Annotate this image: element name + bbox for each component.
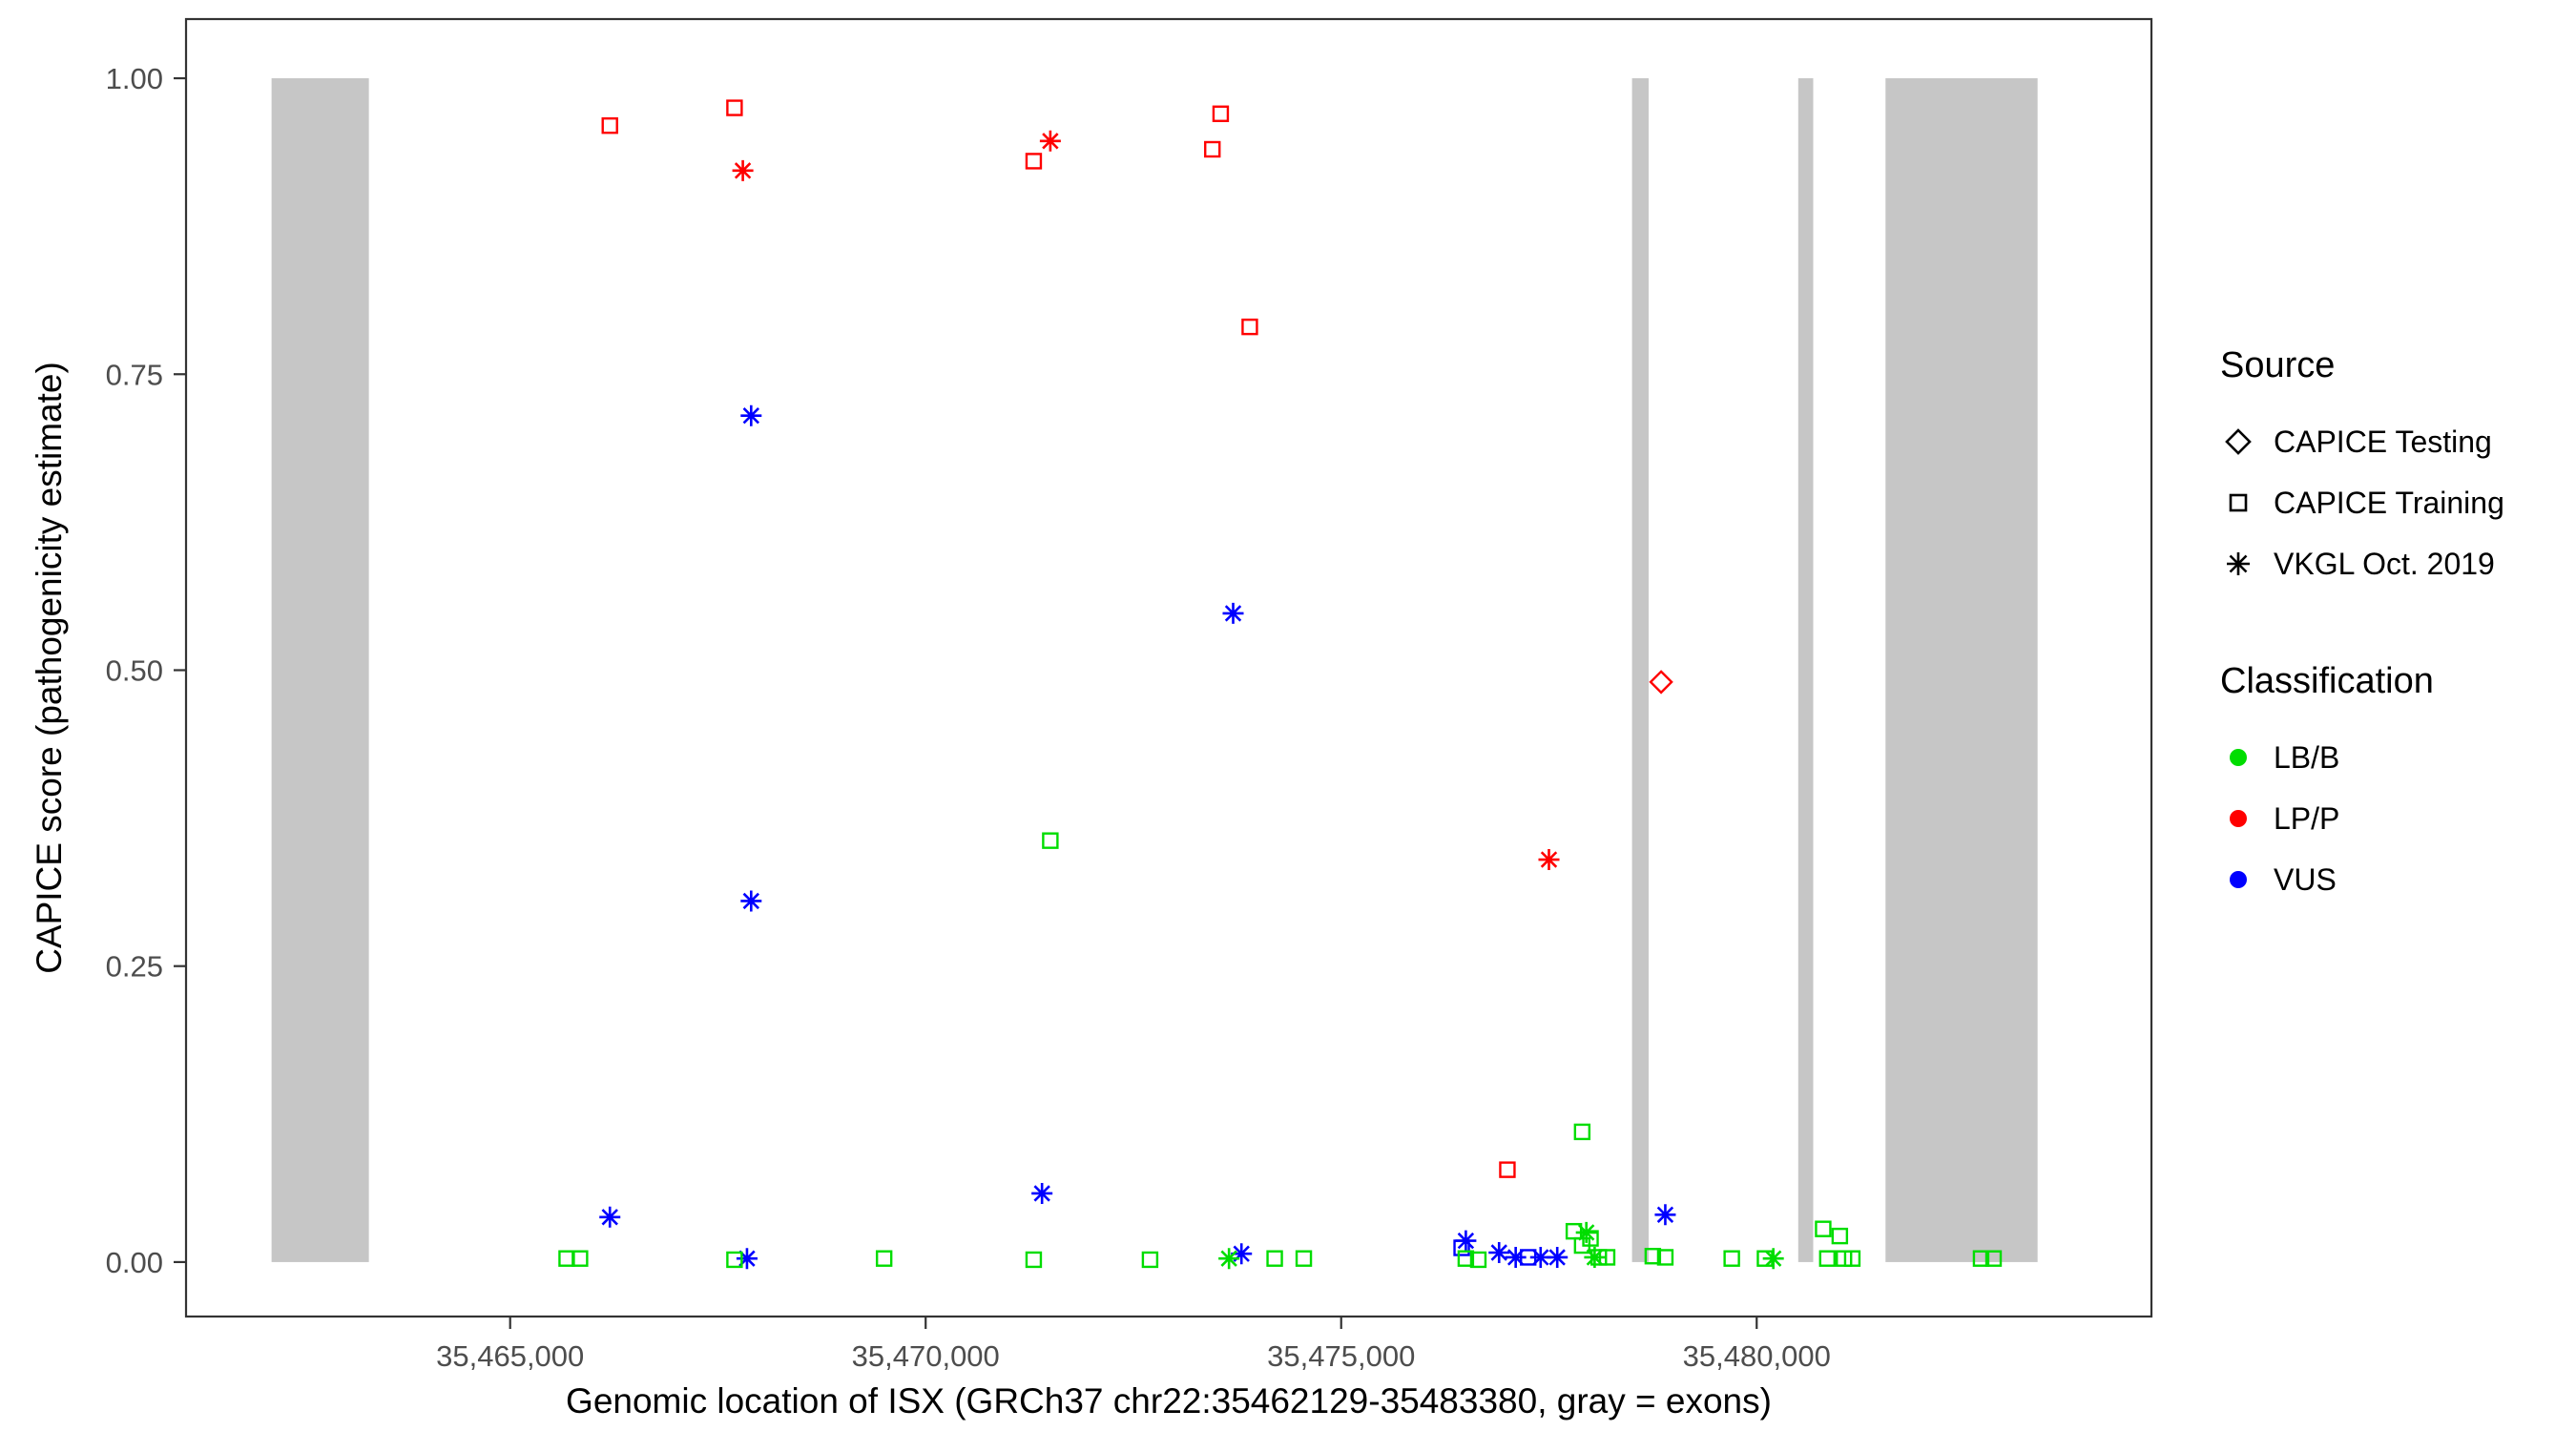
square-point xyxy=(1295,1250,1313,1267)
asterisk-point xyxy=(1218,1248,1240,1270)
panel-border xyxy=(184,17,2153,1318)
asterisk-point xyxy=(732,159,754,181)
x-tick-label: 35,480,000 xyxy=(1683,1339,1831,1373)
asterisk-point xyxy=(1455,1230,1477,1252)
lbb-color-dot-icon xyxy=(2230,749,2247,766)
square-point xyxy=(875,1250,893,1267)
asterisk-point xyxy=(1231,1243,1253,1265)
square-point xyxy=(1457,1250,1475,1267)
legend-item-lpp: LP/P xyxy=(2220,788,2573,849)
x-tick-label: 35,470,000 xyxy=(852,1339,1000,1373)
asterisk-point xyxy=(740,404,762,426)
square-point xyxy=(726,99,743,116)
legend-item-capice-training: CAPICE Training xyxy=(2220,472,2573,533)
square-point xyxy=(1972,1250,1990,1267)
y-axis-title: CAPICE score (pathogenicity estimate) xyxy=(30,362,69,974)
y-tick-label: 0.50 xyxy=(106,653,163,687)
legend-item-vkgl: VKGL Oct. 2019 xyxy=(2220,533,2573,594)
legend-item-capice-testing: CAPICE Testing xyxy=(2220,411,2573,472)
lpp-color-dot-icon xyxy=(2230,810,2247,827)
asterisk-point xyxy=(1488,1241,1510,1263)
legend-item-label: VKGL Oct. 2019 xyxy=(2274,546,2495,581)
square-point xyxy=(1573,1123,1591,1141)
exon-band xyxy=(1885,78,2038,1262)
legend-item-label: LP/P xyxy=(2274,800,2340,836)
legend-source-title: Source xyxy=(2220,345,2336,385)
y-tick-label: 0.75 xyxy=(106,358,163,391)
square-point xyxy=(1831,1227,1849,1245)
square-point xyxy=(1818,1250,1836,1267)
square-point xyxy=(1266,1250,1283,1267)
asterisk-point xyxy=(1654,1204,1676,1226)
legend-item-vus: VUS xyxy=(2220,849,2573,910)
asterisk-point xyxy=(1222,602,1244,624)
asterisk-point xyxy=(1031,1182,1053,1204)
square-point xyxy=(1025,153,1043,170)
vus-color-dot-icon xyxy=(2230,871,2247,888)
asterisk-point xyxy=(1505,1246,1527,1268)
square-point xyxy=(1212,105,1230,122)
square-point xyxy=(726,1251,743,1269)
square-point xyxy=(1204,140,1221,158)
square-point xyxy=(1984,1250,2003,1267)
square-point xyxy=(1499,1161,1516,1178)
asterisk-point xyxy=(1762,1248,1784,1270)
legend-item-label: LB/B xyxy=(2274,739,2340,775)
asterisk-point xyxy=(1538,849,1560,871)
asterisk-point xyxy=(1039,130,1061,152)
diamond-point xyxy=(1649,670,1673,695)
square-icon xyxy=(2229,493,2248,512)
exon-band xyxy=(271,78,369,1262)
legend: Source CAPICE Testing CAPICE Training VK… xyxy=(2220,345,2573,910)
square-point xyxy=(1141,1251,1159,1269)
square-point xyxy=(601,116,618,135)
square-point xyxy=(1469,1251,1487,1269)
legend-item-label: CAPICE Training xyxy=(2274,485,2504,520)
diamond-icon xyxy=(2225,428,2252,455)
asterisk-point xyxy=(599,1206,621,1228)
asterisk-point xyxy=(740,890,762,912)
x-tick-label: 35,465,000 xyxy=(436,1339,584,1373)
legend-item-lbb: LB/B xyxy=(2220,727,2573,788)
square-point xyxy=(1042,832,1059,849)
y-tick-label: 1.00 xyxy=(106,62,163,95)
square-point xyxy=(1025,1251,1043,1269)
exon-band xyxy=(1797,78,1814,1262)
legend-item-label: CAPICE Testing xyxy=(2274,424,2492,459)
square-point xyxy=(1644,1248,1662,1265)
asterisk-icon xyxy=(2227,552,2250,575)
square-point xyxy=(1836,1250,1853,1267)
asterisk-point xyxy=(1584,1246,1606,1268)
x-axis-title: Genomic location of ISX (GRCh37 chr22:35… xyxy=(566,1381,1772,1421)
legend-classification-title: Classification xyxy=(2220,661,2434,701)
square-point xyxy=(1723,1250,1740,1267)
square-point xyxy=(1843,1250,1861,1267)
y-tick-label: 0.00 xyxy=(106,1246,163,1279)
legend-item-label: VUS xyxy=(2274,861,2337,897)
square-point xyxy=(571,1250,589,1267)
asterisk-point xyxy=(1575,1221,1597,1243)
exon-band xyxy=(1631,78,1650,1262)
square-point xyxy=(1656,1249,1674,1266)
legend-spacer xyxy=(2220,594,2573,661)
x-tick-label: 35,475,000 xyxy=(1267,1339,1415,1373)
square-point xyxy=(1241,318,1258,336)
y-tick-label: 0.25 xyxy=(106,950,163,984)
asterisk-point xyxy=(1547,1246,1568,1268)
square-point xyxy=(1815,1220,1832,1237)
asterisk-point xyxy=(1529,1246,1551,1268)
asterisk-point xyxy=(736,1248,758,1270)
